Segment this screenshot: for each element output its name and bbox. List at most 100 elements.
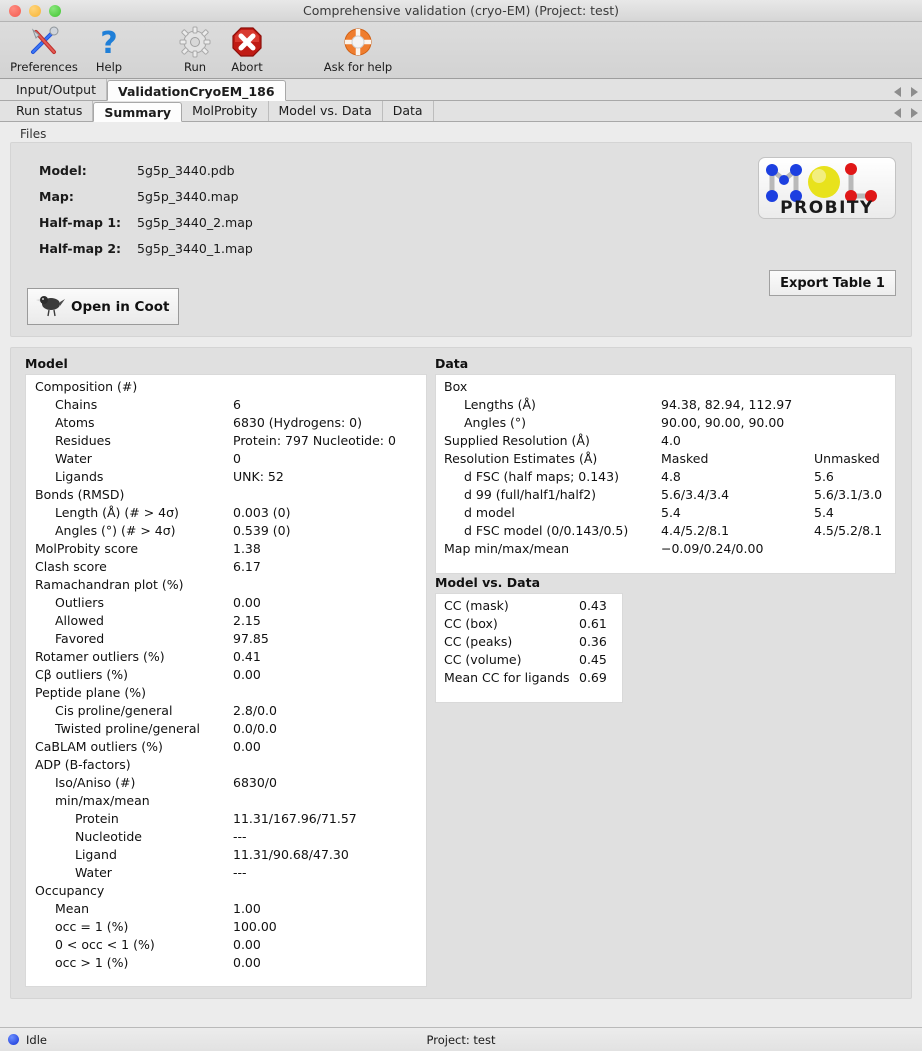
help-button[interactable]: ? Help [82,25,136,74]
table-row: Water --- [26,865,426,883]
row-label: Occupancy [35,883,105,898]
model-file-label: Model: [39,163,87,178]
run-button[interactable]: Run [172,25,218,74]
row-value: 0.00 [233,955,261,970]
table-row: CC (volume) 0.45 [436,652,622,670]
half-map-1-value: 5g5p_3440_2.map [137,215,253,230]
row-label: MolProbity score [35,541,139,556]
help-label: Help [95,60,123,74]
table-row: d FSC (half maps; 0.143) 4.8 5.6 [436,469,895,487]
tables-panel: Model Composition (#) Chains 6 Atoms 6830 (H… [10,347,912,999]
table-row: Mean CC for ligands 0.69 [436,670,622,688]
coot-bird-icon [36,293,66,321]
open-in-coot-label: Open in Coot [71,298,170,315]
help-question-icon: ? [95,25,123,59]
row-value: 2.8/0.0 [233,703,277,718]
row-label: d 99 (full/half1/half2) [464,487,597,502]
run-label: Run [183,60,207,74]
half-map-2-value: 5g5p_3440_1.map [137,241,253,256]
table-row: Peptide plane (%) [26,685,426,703]
table-row: CC (mask) 0.43 [436,598,622,616]
table-row: Resolution Estimates (Å) Masked Unmasked [436,451,895,469]
row-label: Composition (#) [35,379,138,394]
row-value: 1.38 [233,541,261,556]
row-label: CaBLAM outliers (%) [35,739,163,754]
summary-content: Files Model: 5g5p_3440.pdb Map: 5g5p_344… [0,122,922,1027]
export-table-button[interactable]: Export Table 1 [769,270,896,296]
row-value: 11.31/90.68/47.30 [233,847,349,862]
table-row: Clash score 6.17 [26,559,426,577]
row-label: Ramachandran plot (%) [35,577,184,592]
close-window-button[interactable] [9,4,21,17]
row-label: Bonds (RMSD) [35,487,125,502]
table-row: ADP (B-factors) [26,757,426,775]
row-value: 4.0 [661,433,681,448]
row-value: 0.36 [579,634,607,649]
ask-for-help-button[interactable]: Ask for help [312,25,404,74]
table-row: Chains 6 [26,397,426,415]
row-value: 0.41 [233,649,261,664]
table-row: CC (box) 0.61 [436,616,622,634]
row-label: Mean [55,901,90,916]
table-row: Angles (°) 90.00, 90.00, 90.00 [436,415,895,433]
zoom-window-button[interactable] [49,4,61,17]
preferences-tools-icon [27,25,61,59]
preferences-button[interactable]: Preferences [6,25,82,74]
row-label: CC (box) [444,616,498,631]
model-vs-data-section-title: Model vs. Data [435,575,540,590]
row-value-secondary: 5.6 [814,469,834,484]
tab-run-status[interactable]: Run status [6,101,94,121]
row-label: Mean CC for ligands [444,670,570,685]
top-tab-prev-icon[interactable] [894,87,901,97]
row-label: Allowed [55,613,104,628]
row-label: d FSC model (0/0.143/0.5) [464,523,629,538]
row-value: 0.539 (0) [233,523,291,538]
model-file-value: 5g5p_3440.pdb [137,163,235,178]
row-value: 0.00 [233,667,261,682]
tab-model-vs-data[interactable]: Model vs. Data [269,101,383,121]
table-row: 0 < occ < 1 (%) 0.00 [26,937,426,955]
row-value: 0.0/0.0 [233,721,277,736]
status-bar: Idle Project: test [0,1027,922,1051]
row-value: 0.43 [579,598,607,613]
half-map-2-label: Half-map 2: [39,241,122,256]
tab-data[interactable]: Data [383,101,434,121]
sub-tab-bar: Run status Summary MolProbity Model vs. … [0,101,922,122]
sub-tab-prev-icon[interactable] [894,108,901,118]
title-bar: Comprehensive validation (cryo-EM) (Proj… [0,0,922,22]
window-title: Comprehensive validation (cryo-EM) (Proj… [302,3,620,18]
table-row: Ligand 11.31/90.68/47.30 [26,847,426,865]
data-section-title: Data [435,356,469,371]
row-value: 5.4 [661,505,681,520]
table-row: Allowed 2.15 [26,613,426,631]
row-value: UNK: 52 [233,469,284,484]
minimize-window-button[interactable] [29,4,41,17]
row-value: 100.00 [233,919,277,934]
row-value: −0.09/0.24/0.00 [661,541,764,556]
table-row: Rotamer outliers (%) 0.41 [26,649,426,667]
ask-for-help-label: Ask for help [323,60,393,74]
top-tab-next-icon[interactable] [911,87,918,97]
table-row: Mean 1.00 [26,901,426,919]
row-label: min/max/mean [55,793,150,808]
main-toolbar: Preferences ? Help [0,22,922,79]
tab-summary[interactable]: Summary [93,102,183,122]
sub-tab-next-icon[interactable] [911,108,918,118]
row-label: Protein [75,811,119,826]
row-label: Ligand [75,847,117,862]
tab-input-output[interactable]: Input/Output [6,79,107,100]
table-row: Residues Protein: 797 Nucleotide: 0 [26,433,426,451]
half-map-1-label: Half-map 1: [39,215,122,230]
row-label: Cis proline/general [55,703,173,718]
abort-button[interactable]: Abort [218,25,276,74]
table-row: d 99 (full/half1/half2) 5.6/3.4/3.4 5.6/3.… [436,487,895,505]
row-label: occ > 1 (%) [55,955,129,970]
molprobity-logo: PROBITY [758,157,896,219]
tab-molprobity[interactable]: MolProbity [182,101,269,121]
tab-validation-cryoem[interactable]: ValidationCryoEM_186 [107,80,286,101]
abort-stop-icon [231,25,263,59]
open-in-coot-button[interactable]: Open in Coot [27,288,179,325]
row-label: Box [444,379,468,394]
row-label: Cβ outliers (%) [35,667,129,682]
